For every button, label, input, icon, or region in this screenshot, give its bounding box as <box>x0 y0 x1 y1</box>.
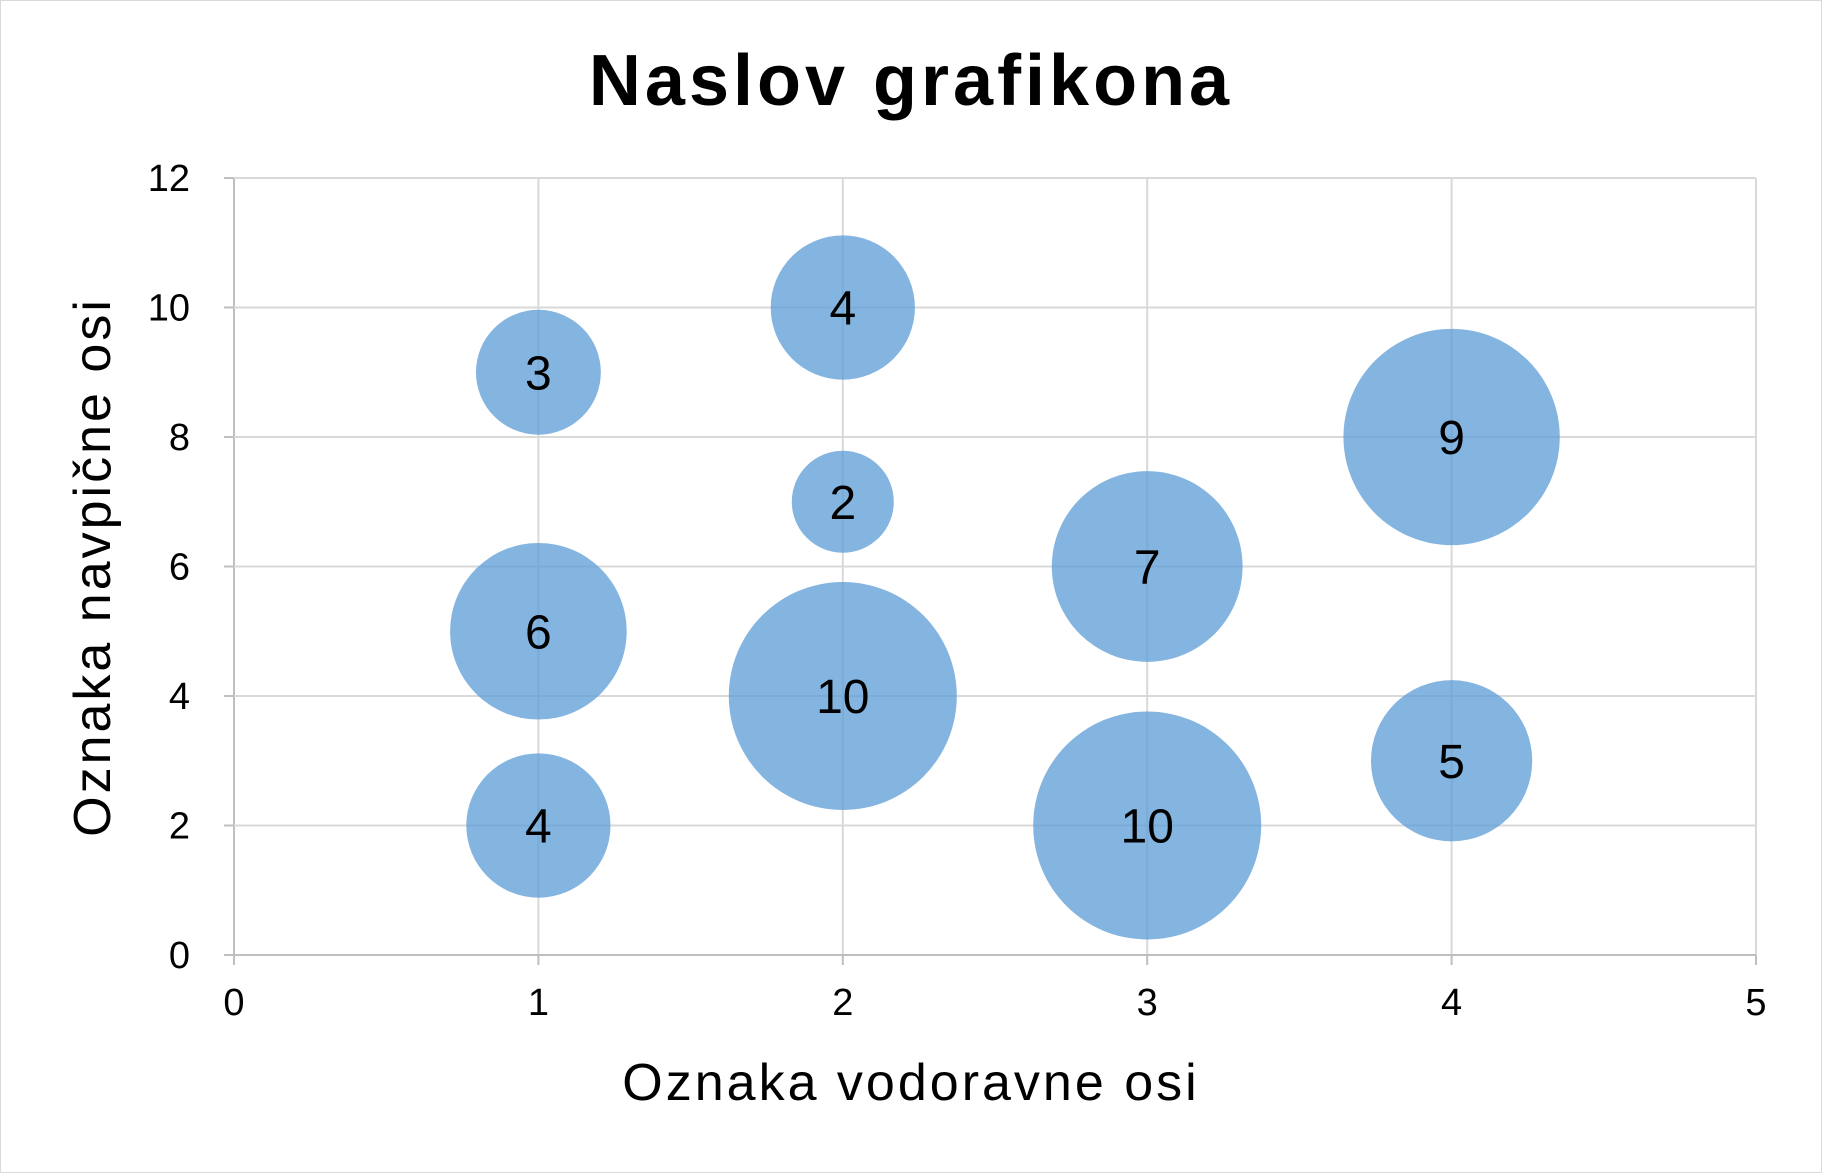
x-axis-title: Oznaka vodoravne osi <box>622 1054 1199 1112</box>
bubble <box>475 309 601 435</box>
bubble <box>466 753 611 898</box>
bubble-data-label: 10 <box>1121 801 1174 854</box>
bubble <box>791 450 894 553</box>
x-tick-label: 4 <box>1441 982 1462 1024</box>
bubble-data-label: 4 <box>829 283 856 336</box>
bubble-data-label: 10 <box>816 671 869 724</box>
x-tick-label: 3 <box>1137 982 1158 1024</box>
y-tick-label: 8 <box>169 417 190 459</box>
chart-title: Naslov grafikona <box>589 41 1233 121</box>
bubble-data-label: 2 <box>829 477 856 530</box>
bubble-data-label: 9 <box>1438 412 1465 465</box>
bubble <box>1343 328 1560 546</box>
x-tick-label: 5 <box>1745 982 1766 1024</box>
bubble <box>450 542 627 720</box>
x-tick-label: 0 <box>223 982 244 1024</box>
bubbles: 3 6 4 4 2 10 7 10 9 5 <box>450 235 1560 940</box>
bubble-data-label: 3 <box>525 347 552 400</box>
bubble-data-label: 5 <box>1438 736 1465 789</box>
bubble <box>770 235 915 380</box>
bubble <box>1370 680 1533 842</box>
bubble <box>1051 471 1243 662</box>
x-tick-label: 2 <box>832 982 853 1024</box>
bubble-data-label: 4 <box>525 801 552 854</box>
y-tick-label: 10 <box>148 288 190 330</box>
bubble-data-label: 7 <box>1134 542 1161 595</box>
bubble-data-label: 6 <box>525 606 552 659</box>
y-tick-label: 2 <box>169 806 190 848</box>
gridlines <box>224 177 1757 965</box>
y-tick-label: 4 <box>169 676 190 718</box>
y-tick-label: 12 <box>148 158 190 200</box>
y-axis-title: Oznaka navpične osi <box>64 297 122 837</box>
bubble <box>1033 711 1262 940</box>
y-tick-label: 6 <box>169 547 190 589</box>
y-tick-label: 0 <box>169 935 190 977</box>
x-tick-label: 1 <box>528 982 549 1024</box>
bubble <box>728 582 957 810</box>
